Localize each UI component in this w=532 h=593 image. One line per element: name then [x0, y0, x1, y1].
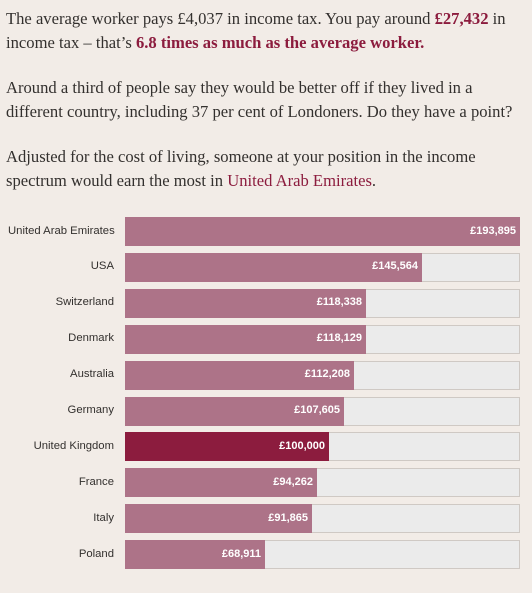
value-label-germany: £107,605: [294, 404, 340, 416]
adjusted-text-end: .: [371, 171, 377, 190]
country-label-switzerland: Switzerland: [55, 296, 114, 309]
value-label-usa: £145,564: [372, 260, 418, 273]
bar-united-arab-emirates: [125, 217, 520, 246]
top-country-name: United Arab Emirates: [227, 171, 372, 190]
value-label-denmark: £118,129: [316, 332, 362, 345]
intro-paragraph-survey: Around a third of people say they would …: [6, 76, 528, 124]
intro-paragraph-tax: The average worker pays £4,037 in income…: [6, 7, 528, 55]
adjusted-text-start: Adjusted for the cost of living, someone…: [6, 147, 476, 190]
value-label-france: £94,262: [273, 475, 313, 488]
value-label-italy: £91,865: [268, 511, 308, 524]
intro-paragraph-adjusted: Adjusted for the cost of living, someone…: [6, 145, 528, 193]
country-label-united-kingdom: United Kingdom: [33, 439, 114, 452]
bar-italy: [125, 504, 312, 534]
country-label-poland: Poland: [78, 547, 114, 560]
bar-denmark: [125, 324, 366, 354]
country-label-australia: Australia: [70, 368, 114, 381]
bar-australia: [125, 360, 354, 390]
bar-germany: [125, 396, 344, 426]
survey-text: Around a third of people say they would …: [6, 78, 513, 121]
tax-multiple: 6.8 times as much as the average worker.: [135, 33, 425, 52]
value-label-australia: £112,208: [304, 368, 350, 381]
tax-text-start: The average worker pays £4,037 in income…: [6, 9, 435, 28]
bar-switzerland: [125, 288, 366, 318]
your-tax-amount: £27,432: [434, 9, 489, 28]
country-label-germany: Germany: [67, 404, 114, 416]
country-label-united-arab-emirates: United Arab Emirates: [8, 224, 115, 237]
bar-france: [125, 468, 317, 498]
country-label-denmark: Denmark: [68, 332, 114, 345]
value-label-united-arab-emirates: £193,895: [470, 224, 516, 237]
country-label-usa: USA: [90, 260, 114, 273]
bar-usa: [125, 252, 422, 282]
value-label-poland: £68,911: [221, 547, 261, 560]
country-label-france: France: [78, 475, 114, 488]
bar-united-kingdom: [125, 432, 329, 462]
country-label-italy: Italy: [93, 511, 114, 524]
value-label-switzerland: £118,338: [316, 296, 362, 309]
tax-text-middle: in income tax – that’s: [6, 9, 506, 52]
value-label-united-kingdom: £100,000: [279, 439, 325, 452]
bar-poland: [125, 540, 265, 570]
